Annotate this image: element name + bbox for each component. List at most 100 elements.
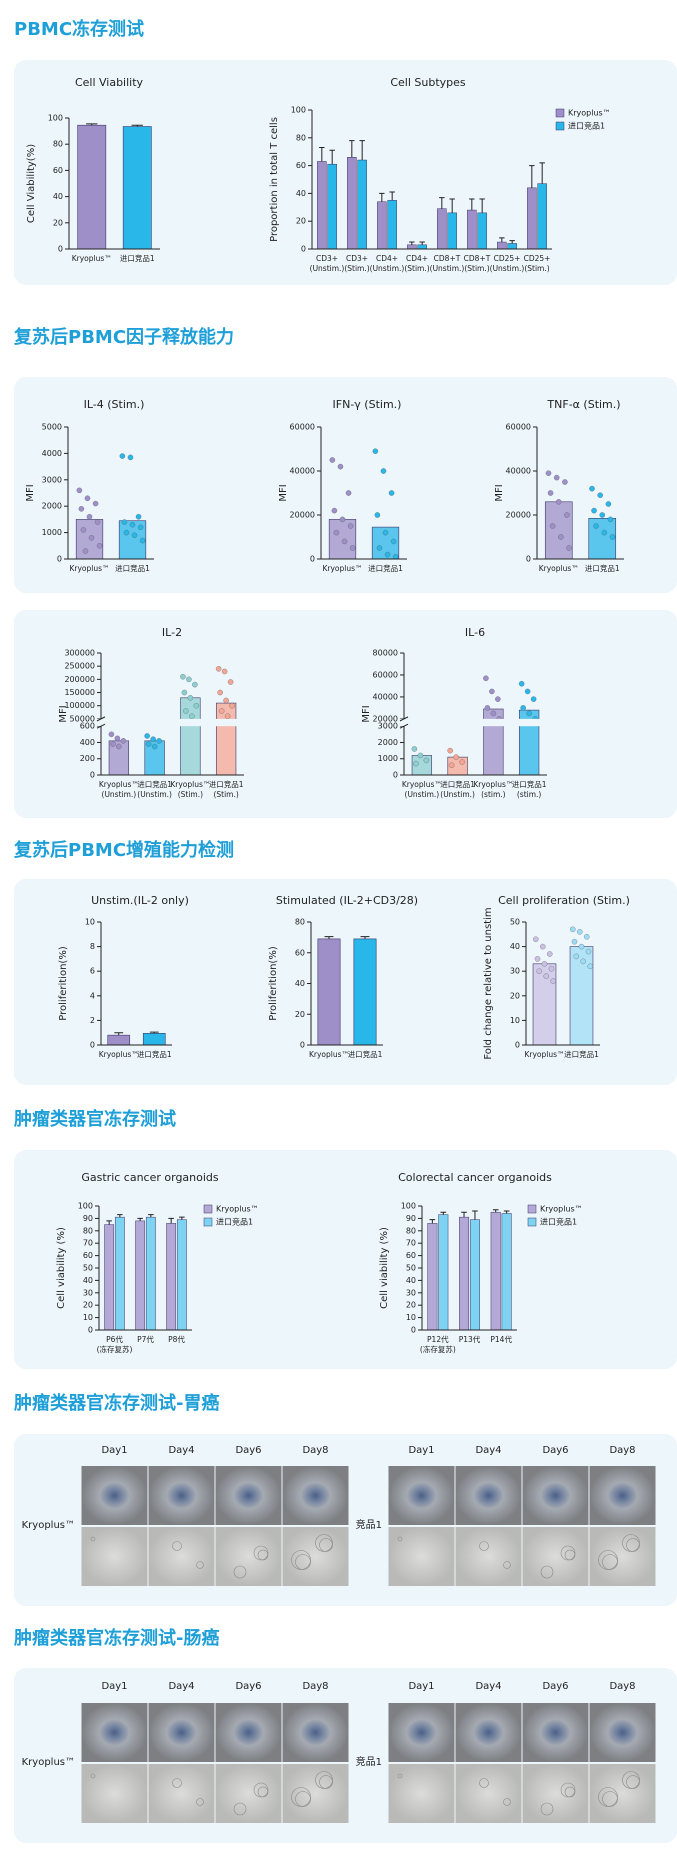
x-tick-label: 进口竞品1 [120, 253, 155, 263]
data-point [558, 534, 564, 540]
bar [347, 157, 357, 250]
y-tick-label: 1000 [42, 528, 62, 537]
data-point [530, 696, 537, 702]
panel [14, 879, 677, 1085]
photo [215, 1527, 282, 1586]
y-tick-label: 30 [83, 1288, 93, 1297]
data-point [376, 545, 383, 551]
y-tick-label: 8 [90, 942, 95, 951]
data-point [566, 545, 572, 551]
x-tick-label: (stim.) [481, 790, 506, 799]
photo [522, 1703, 589, 1762]
y-tick-label: 40 [83, 1276, 93, 1285]
error-bar [106, 1220, 112, 1225]
x-tick-label: (Stim.) [178, 790, 203, 799]
organoid [253, 1545, 269, 1561]
column-label: Day8 [302, 1445, 328, 1456]
column-label: Day6 [235, 1445, 261, 1456]
data-point [372, 448, 379, 454]
data-point [192, 681, 198, 688]
panel [14, 610, 677, 818]
legend-label: 进口竞品1 [540, 1217, 577, 1227]
y-tick-label: 80000 [373, 649, 398, 658]
column-label: Day8 [609, 1681, 635, 1692]
bar [180, 697, 201, 776]
organoid [564, 1786, 576, 1798]
data-point [484, 705, 491, 711]
x-tick-label: P13代 [459, 1334, 481, 1344]
data-point [548, 965, 555, 972]
organoid [172, 1541, 182, 1551]
y-tick-label: 20000 [506, 511, 531, 520]
error-bar [389, 191, 395, 201]
error-bar [440, 1211, 447, 1215]
y-tick-label: 40 [296, 189, 306, 198]
y-tick-label: 600 [80, 722, 95, 731]
y-tick-label: 200000 [64, 675, 95, 684]
chart-title: TNF-α (Stim.) [546, 398, 620, 411]
chart-title: Unstim.(IL-2 only) [91, 894, 189, 907]
data-point [227, 679, 234, 685]
legend-swatch [527, 1217, 537, 1227]
photo [455, 1527, 522, 1586]
data-point [543, 973, 549, 979]
data-point [601, 529, 608, 536]
data-point [540, 943, 546, 950]
x-tick-label: (Unstim.) [137, 790, 172, 799]
organoid [315, 1534, 333, 1552]
x-tick-label: Kryoplus™ [99, 1050, 139, 1059]
column-label: Day1 [101, 1445, 127, 1456]
column-label: Day4 [168, 1445, 194, 1456]
legend-label: Kryoplus™ [540, 1205, 583, 1214]
x-tick-label: Kryoplus™ [170, 780, 210, 789]
data-point [183, 708, 189, 714]
organoid [540, 1565, 554, 1579]
y-tick-label: 100 [401, 1202, 416, 1211]
bar [353, 938, 377, 1046]
y-tick-label: 40000 [506, 467, 531, 476]
data-point [347, 523, 354, 529]
x-tick-label: (Unstim.) [430, 264, 465, 273]
legend-swatch [203, 1217, 213, 1227]
error-bar [479, 198, 485, 213]
y-tick-label: 1000 [378, 754, 398, 763]
organoid [503, 1798, 511, 1806]
error-bar [509, 240, 515, 244]
bar [215, 702, 237, 776]
data-point [448, 762, 455, 768]
bar [77, 124, 107, 250]
y-axis-label: Cell viability (%) [56, 1227, 67, 1309]
column-label: Day6 [235, 1681, 261, 1692]
data-point [609, 534, 616, 540]
data-point [223, 697, 229, 704]
organoid [479, 1778, 489, 1788]
error-bar [319, 147, 325, 162]
x-tick-label: 进口竞品1 [137, 1049, 172, 1059]
data-point [129, 521, 136, 528]
column-label: Day6 [542, 1681, 568, 1692]
y-tick-label: 5000 [42, 423, 62, 432]
x-tick-label: (Stim.) [464, 264, 489, 273]
data-point [524, 688, 531, 695]
data-point [144, 733, 150, 739]
data-point [217, 689, 223, 696]
data-point [533, 936, 539, 942]
panel [14, 60, 677, 285]
data-point [550, 978, 556, 984]
photo [455, 1466, 522, 1525]
bar [107, 1034, 131, 1046]
error-bar [148, 1214, 154, 1218]
data-point [189, 713, 195, 719]
data-point [585, 948, 592, 955]
photo [455, 1703, 522, 1762]
x-tick-label: Kryoplus™ [524, 1050, 564, 1059]
data-point [382, 529, 389, 536]
section-title: 复苏后PBMC因子释放能力 [13, 326, 234, 348]
x-tick-label: P14代 [490, 1334, 512, 1344]
data-point [489, 688, 495, 695]
y-tick-label: 10 [510, 1016, 520, 1025]
x-tick-label: Kryoplus™ [309, 1050, 349, 1059]
y-tick-label: 100000 [64, 701, 95, 710]
column-label: Day1 [408, 1445, 434, 1456]
x-tick-label: (Stim.) [524, 264, 549, 273]
